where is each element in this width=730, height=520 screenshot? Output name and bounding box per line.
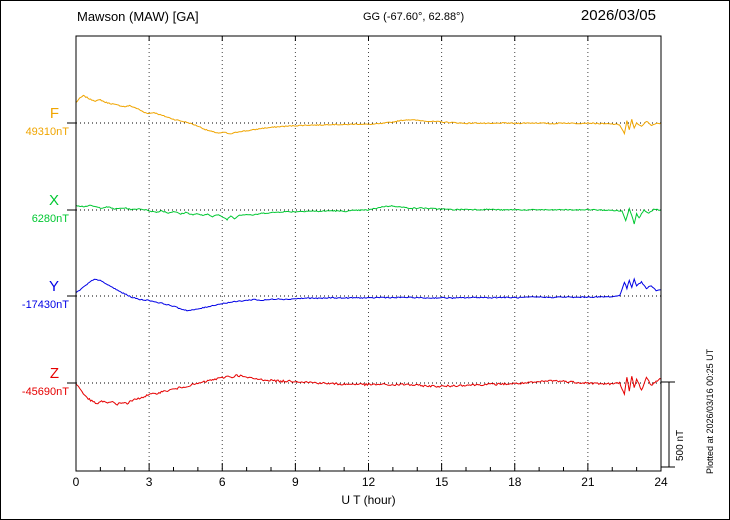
x-tick-label: 3 (145, 475, 153, 489)
x-tick-label: 24 (654, 475, 668, 489)
station-title: Mawson (MAW) [GA] (77, 9, 199, 24)
x-tick-label: 15 (434, 475, 449, 489)
x-tick-label: 6 (218, 475, 226, 489)
x-tick-label: 21 (581, 475, 595, 489)
plot-date: 2026/03/05 (580, 7, 656, 24)
x-tick-label: 12 (361, 475, 376, 489)
trace-f (75, 94, 662, 136)
trace-label-y: Y (48, 278, 59, 295)
x-axis-title: U T (hour) (341, 493, 396, 507)
scale-bar-label: 500 nT (675, 429, 686, 461)
trace-baseline-value-f: 49310nT (25, 126, 69, 138)
trace-label-z: Z (49, 365, 59, 382)
geographic-coords: GG (-67.60°, 62.88°) (363, 11, 465, 23)
x-tick-label: 18 (508, 475, 522, 489)
trace-label-f: F (49, 105, 59, 122)
trace-z (75, 374, 662, 406)
plot-border (75, 35, 662, 472)
trace-baseline-value-x: 6280nT (31, 213, 69, 225)
x-tick-label: 9 (292, 475, 299, 489)
trace-baseline-value-z: -45690nT (21, 386, 69, 398)
plotted-at-note: Plotted at 2026/03/16 00:25 UT (705, 348, 715, 474)
trace-y (75, 277, 661, 312)
trace-label-x: X (48, 192, 59, 209)
x-tick-label: 0 (72, 475, 80, 489)
trace-baseline-value-y: -17430nT (21, 299, 69, 311)
trace-x (75, 204, 662, 225)
